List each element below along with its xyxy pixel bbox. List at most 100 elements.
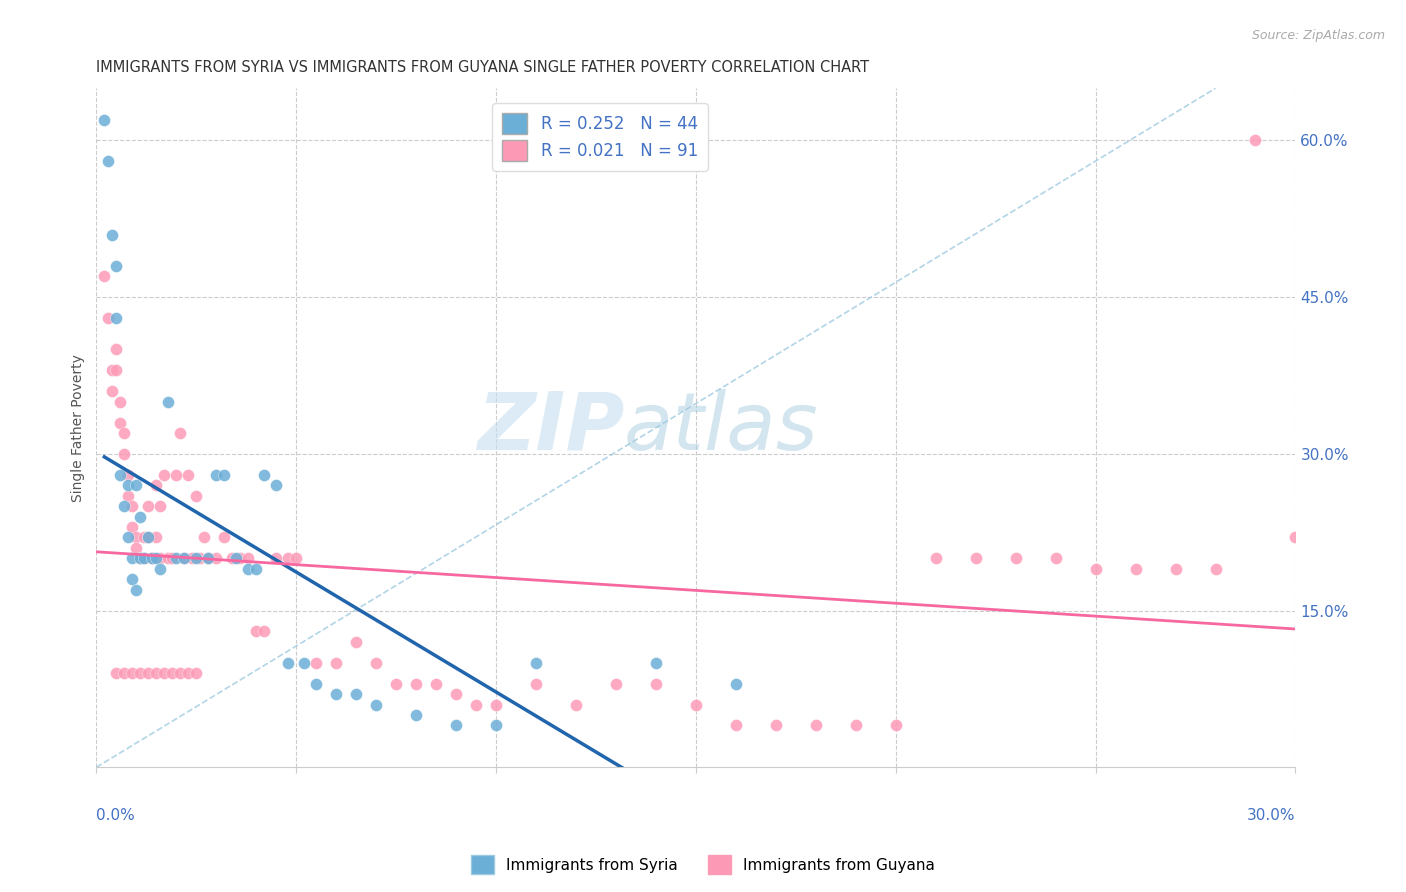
Point	[485, 718, 508, 732]
Point	[125, 478, 148, 492]
Point	[444, 718, 467, 732]
Point	[105, 363, 128, 377]
Point	[181, 551, 204, 566]
Point	[253, 624, 276, 639]
Point	[134, 551, 156, 566]
Point	[344, 635, 367, 649]
Point	[121, 551, 143, 566]
Point	[193, 531, 215, 545]
Point	[1244, 134, 1267, 148]
Point	[205, 467, 228, 482]
Point	[524, 656, 547, 670]
Point	[153, 467, 176, 482]
Point	[264, 478, 287, 492]
Point	[605, 676, 627, 690]
Y-axis label: Single Father Poverty: Single Father Poverty	[72, 354, 86, 501]
Point	[141, 551, 163, 566]
Point	[645, 656, 668, 670]
Point	[884, 718, 907, 732]
Point	[1045, 551, 1067, 566]
Point	[238, 551, 260, 566]
Point	[117, 531, 139, 545]
Point	[105, 259, 128, 273]
Point	[277, 656, 299, 670]
Point	[1284, 531, 1306, 545]
Text: ZIP: ZIP	[477, 389, 624, 467]
Point	[145, 531, 167, 545]
Point	[105, 311, 128, 326]
Point	[1164, 562, 1187, 576]
Point	[105, 343, 128, 357]
Point	[366, 656, 388, 670]
Point	[804, 718, 827, 732]
Point	[165, 467, 187, 482]
Point	[253, 467, 276, 482]
Point	[165, 551, 187, 566]
Point	[169, 425, 191, 440]
Point	[125, 541, 148, 555]
Point	[292, 656, 315, 670]
Point	[149, 551, 172, 566]
Point	[110, 394, 132, 409]
Point	[162, 666, 184, 681]
Point	[965, 551, 987, 566]
Point	[93, 269, 115, 284]
Point	[173, 551, 195, 566]
Point	[444, 687, 467, 701]
Point	[485, 698, 508, 712]
Point	[177, 467, 200, 482]
Point	[212, 531, 235, 545]
Point	[117, 467, 139, 482]
Point	[129, 666, 152, 681]
Point	[112, 447, 135, 461]
Point	[101, 363, 124, 377]
Point	[277, 551, 299, 566]
Point	[221, 551, 243, 566]
Point	[136, 531, 159, 545]
Point	[845, 718, 868, 732]
Text: 30.0%: 30.0%	[1247, 808, 1295, 823]
Point	[110, 467, 132, 482]
Point	[121, 666, 143, 681]
Point	[264, 551, 287, 566]
Point	[101, 227, 124, 242]
Point	[110, 416, 132, 430]
Point	[425, 676, 447, 690]
Point	[169, 666, 191, 681]
Point	[136, 531, 159, 545]
Point	[157, 551, 180, 566]
Point	[93, 112, 115, 127]
Point	[125, 582, 148, 597]
Point	[685, 698, 707, 712]
Point	[385, 676, 408, 690]
Point	[134, 531, 156, 545]
Legend: Immigrants from Syria, Immigrants from Guyana: Immigrants from Syria, Immigrants from G…	[464, 849, 942, 880]
Point	[285, 551, 308, 566]
Point	[129, 551, 152, 566]
Point	[97, 154, 120, 169]
Point	[305, 656, 328, 670]
Point	[121, 499, 143, 513]
Point	[136, 499, 159, 513]
Point	[325, 687, 347, 701]
Point	[344, 687, 367, 701]
Point	[117, 478, 139, 492]
Point	[366, 698, 388, 712]
Point	[129, 551, 152, 566]
Point	[149, 499, 172, 513]
Point	[465, 698, 488, 712]
Point	[724, 718, 747, 732]
Point	[141, 551, 163, 566]
Point	[121, 572, 143, 586]
Point	[245, 562, 267, 576]
Point	[153, 666, 176, 681]
Point	[145, 551, 167, 566]
Point	[305, 676, 328, 690]
Point	[524, 676, 547, 690]
Point	[121, 520, 143, 534]
Point	[205, 551, 228, 566]
Point	[238, 562, 260, 576]
Point	[1084, 562, 1107, 576]
Point	[186, 551, 208, 566]
Point	[97, 311, 120, 326]
